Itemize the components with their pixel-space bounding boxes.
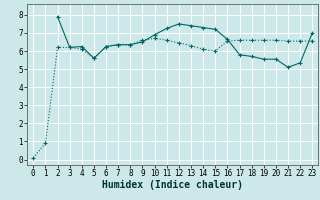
- X-axis label: Humidex (Indice chaleur): Humidex (Indice chaleur): [102, 180, 243, 190]
